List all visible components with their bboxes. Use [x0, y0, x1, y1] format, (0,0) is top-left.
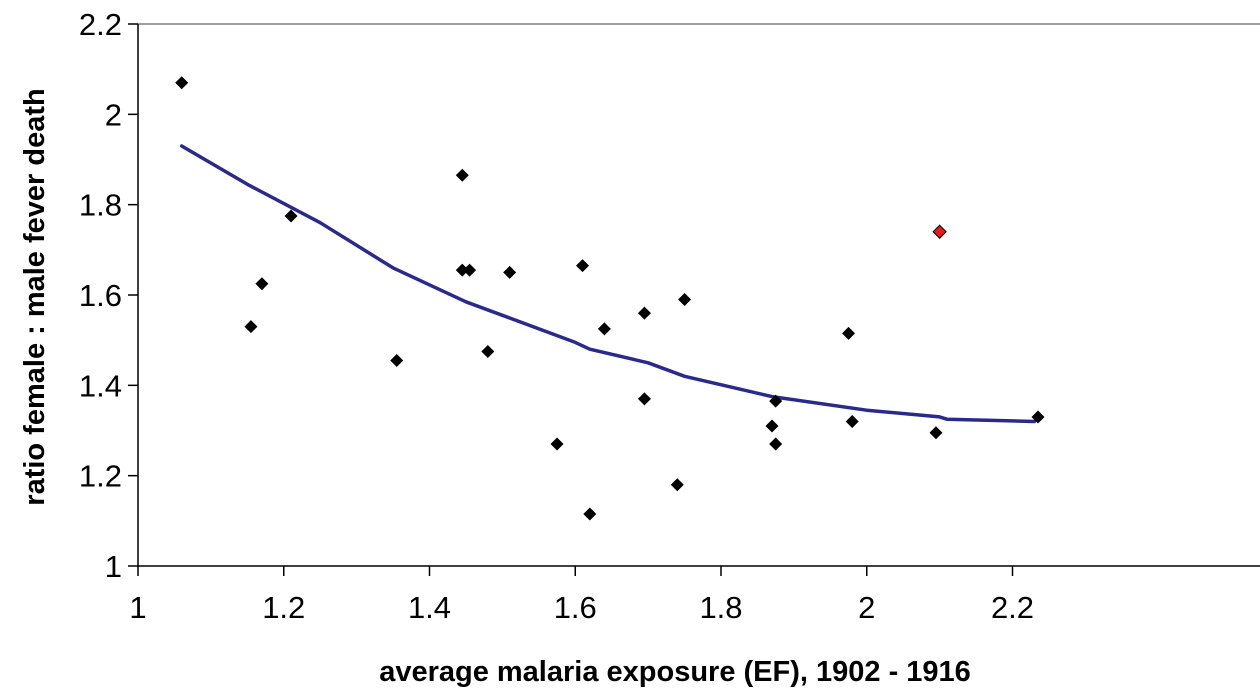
x-tick-label: 1: [129, 590, 146, 625]
data-point: [597, 322, 611, 336]
x-tick-label: 1.2: [262, 590, 305, 625]
x-tick-label: 1.6: [554, 590, 597, 625]
x-tick-label: 1.4: [408, 590, 451, 625]
trendline-layer: [179, 144, 1037, 424]
y-axis: 1 1.2 1.4 1.6 1.8 2 2.2: [79, 7, 138, 584]
y-tick-label: 1.4: [79, 368, 122, 403]
x-axis: 1 1.2 1.4 1.6 1.8 2 2.2: [129, 566, 1034, 625]
data-point: [769, 394, 783, 408]
trendline: [179, 144, 1037, 424]
data-point: [255, 277, 269, 291]
data-point: [929, 426, 943, 440]
data-point: [765, 419, 779, 433]
data-point: [583, 507, 597, 521]
data-point: [284, 209, 298, 223]
data-point: [637, 306, 651, 320]
data-point: [455, 263, 469, 277]
y-tick-label: 1.6: [79, 278, 122, 313]
data-point: [845, 414, 859, 428]
data-point: [390, 353, 404, 367]
y-tick-label: 1: [105, 549, 122, 584]
y-tick-label: 2.2: [79, 7, 122, 42]
data-point: [503, 265, 517, 279]
y-tick-label: 1.8: [79, 188, 122, 223]
data-point-highlighted: [932, 224, 947, 239]
plot-frame: [137, 23, 1260, 567]
data-point: [550, 437, 564, 451]
x-tick-label: 2.2: [991, 590, 1034, 625]
data-point: [244, 320, 258, 334]
data-point: [481, 344, 495, 358]
x-tick-label: 2: [858, 590, 875, 625]
data-point: [455, 168, 469, 182]
x-axis-title: average malaria exposure (EF), 1902 - 19…: [379, 656, 971, 688]
data-point: [678, 293, 692, 307]
data-point: [463, 263, 477, 277]
data-point: [576, 259, 590, 273]
x-tick-label: 1.8: [699, 590, 742, 625]
y-axis-title: ratio female : male fever death: [19, 88, 51, 505]
data-point: [842, 326, 856, 340]
data-point: [637, 392, 651, 406]
data-point: [1031, 410, 1045, 424]
y-tick-label: 2: [105, 97, 122, 132]
data-point: [670, 478, 684, 492]
data-point: [175, 76, 189, 90]
y-tick-label: 1.2: [79, 459, 122, 494]
data-point: [769, 437, 783, 451]
points-layer: [175, 76, 1045, 521]
